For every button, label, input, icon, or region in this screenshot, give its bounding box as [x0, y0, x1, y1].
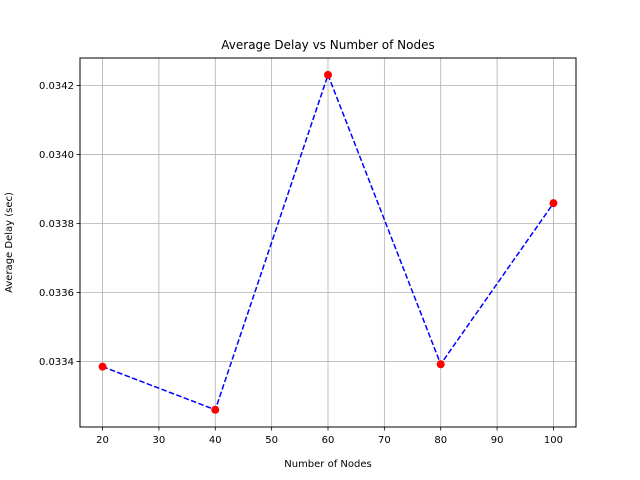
- x-axis-ticks: 20 30 40 50 60 70 80 90 100: [96, 427, 563, 446]
- y-tick-label: 0.0336: [39, 288, 74, 299]
- y-tick-label: 0.0338: [39, 219, 74, 230]
- grid-lines: [80, 58, 576, 427]
- x-tick-label: 50: [265, 435, 278, 446]
- x-tick-label: 20: [96, 435, 109, 446]
- data-point: [436, 360, 445, 369]
- data-point: [549, 199, 558, 208]
- y-tick-label: 0.0334: [39, 357, 74, 368]
- x-tick-label: 100: [544, 435, 563, 446]
- y-axis-label: Average Delay (sec): [4, 192, 15, 293]
- y-tick-label: 0.0340: [39, 150, 74, 161]
- data-point: [98, 362, 107, 371]
- x-tick-label: 80: [434, 435, 447, 446]
- x-axis-label: Number of Nodes: [284, 459, 371, 470]
- x-tick-label: 90: [491, 435, 504, 446]
- chart-title: Average Delay vs Number of Nodes: [221, 38, 434, 52]
- x-tick-label: 60: [322, 435, 335, 446]
- data-point: [211, 405, 220, 414]
- y-tick-label: 0.0342: [39, 81, 74, 92]
- data-markers: [98, 70, 558, 414]
- x-tick-label: 30: [153, 435, 166, 446]
- x-tick-label: 70: [378, 435, 391, 446]
- x-tick-label: 40: [209, 435, 222, 446]
- data-point: [324, 70, 332, 79]
- y-axis-ticks: 0.0334 0.0336 0.0338 0.0340 0.0342: [39, 81, 80, 368]
